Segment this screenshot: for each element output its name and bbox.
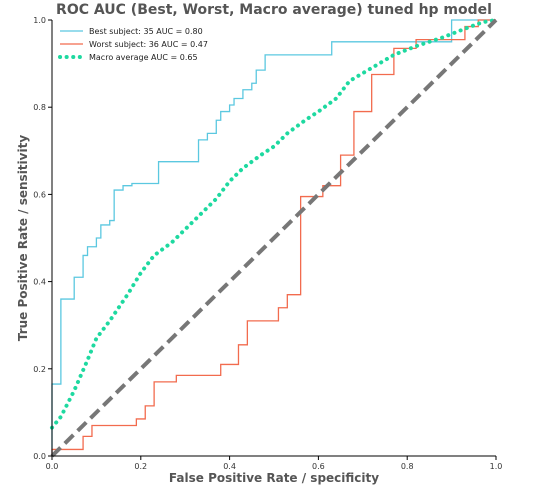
plot-area [50, 18, 498, 458]
x-tick-label: 0.4 [223, 462, 236, 471]
y-tick-label: 1.0 [33, 16, 46, 25]
legend-label-3: Macro average AUC = 0.65 [89, 53, 198, 62]
x-tick-label: 0.0 [46, 462, 59, 471]
legend-label-1: Best subject: 35 AUC = 0.80 [89, 27, 203, 36]
y-tick-label: 0.2 [33, 365, 46, 374]
x-tick-label: 0.2 [134, 462, 147, 471]
x-axis-label: False Positive Rate / specificity [169, 471, 379, 485]
series-line-2 [51, 19, 496, 456]
y-tick-label: 0.4 [33, 278, 46, 287]
y-axis-label: True Positive Rate / sensitivity [16, 135, 30, 341]
y-tick-label: 0.6 [33, 190, 46, 199]
x-tick-label: 0.8 [401, 462, 414, 471]
y-tick-label: 0.0 [33, 452, 46, 461]
series-line-3 [50, 18, 498, 430]
series-line-1 [51, 19, 496, 456]
x-tick-label: 1.0 [490, 462, 503, 471]
legend-label-2: Worst subject: 36 AUC = 0.47 [89, 40, 208, 49]
legend: Best subject: 35 AUC = 0.80 Worst subject… [58, 27, 208, 62]
x-tick-label: 0.6 [312, 462, 325, 471]
series-line-4 [50, 18, 498, 458]
chart-title: ROC AUC (Best, Worst, Macro average) tun… [56, 2, 492, 18]
y-tick-label: 0.8 [33, 103, 46, 112]
axes: 0.0 0.2 0.4 0.6 0.8 1.0 0.0 0.2 0.4 0.6 0.8 1.0 [33, 16, 502, 471]
